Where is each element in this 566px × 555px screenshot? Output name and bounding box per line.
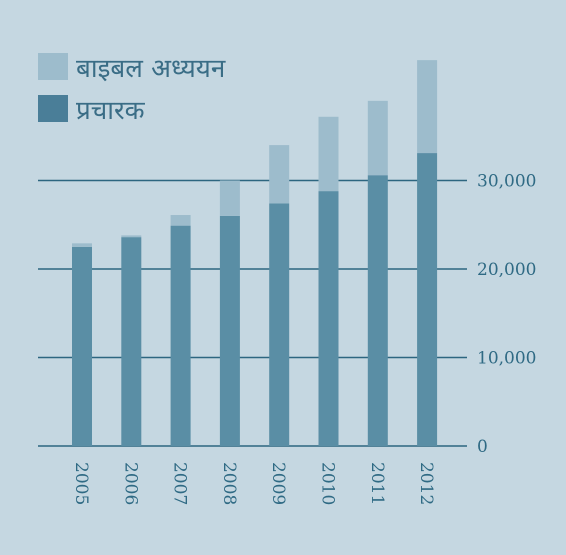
x-tick-label: 2012	[416, 462, 436, 505]
legend: बाइबल अध्ययन प्रचारक	[38, 53, 226, 126]
legend-label-bible-study: बाइबल अध्ययन	[76, 54, 226, 84]
x-tick-label: 2008	[219, 462, 239, 505]
x-tick-label: 2007	[170, 462, 190, 505]
bar-publishers	[318, 191, 339, 446]
bar-bible-study	[72, 243, 92, 247]
x-tick-label: 2009	[268, 462, 288, 505]
legend-swatch-bible-study	[38, 53, 68, 80]
legend-swatch-publishers	[38, 95, 68, 122]
x-tick-label: 2005	[71, 462, 91, 505]
bar-bible-study	[269, 145, 290, 204]
y-tick-label: 0	[477, 437, 488, 457]
bar-bible-study	[170, 215, 191, 226]
bar-bible-study	[417, 60, 438, 154]
gridlines	[38, 179, 467, 447]
y-axis-ticks: 0 10,000 20,000 30,000	[477, 172, 536, 458]
x-tick-label: 2006	[120, 462, 140, 505]
bar-publishers	[417, 153, 438, 446]
bar-bible-study	[318, 116, 339, 192]
bar-bible-study	[367, 100, 388, 176]
x-axis-ticks: 2005 2006 2007 2008 2009 2010 2011 2012	[71, 462, 436, 505]
bars	[72, 60, 438, 446]
x-tick-label: 2010	[318, 462, 338, 505]
bar-publishers	[121, 237, 142, 446]
bar-publishers	[219, 215, 240, 446]
bar-publishers	[269, 203, 290, 446]
bar-publishers	[367, 175, 388, 446]
x-tick-label: 2011	[367, 462, 387, 505]
legend-label-publishers: प्रचारक	[76, 96, 146, 126]
y-tick-label: 20,000	[477, 260, 536, 280]
bar-bible-study	[219, 180, 240, 216]
y-tick-label: 10,000	[477, 349, 536, 369]
bar-bible-study	[121, 235, 142, 238]
bar-publishers	[72, 246, 92, 446]
y-tick-label: 30,000	[477, 172, 536, 192]
bar-publishers	[170, 225, 191, 446]
